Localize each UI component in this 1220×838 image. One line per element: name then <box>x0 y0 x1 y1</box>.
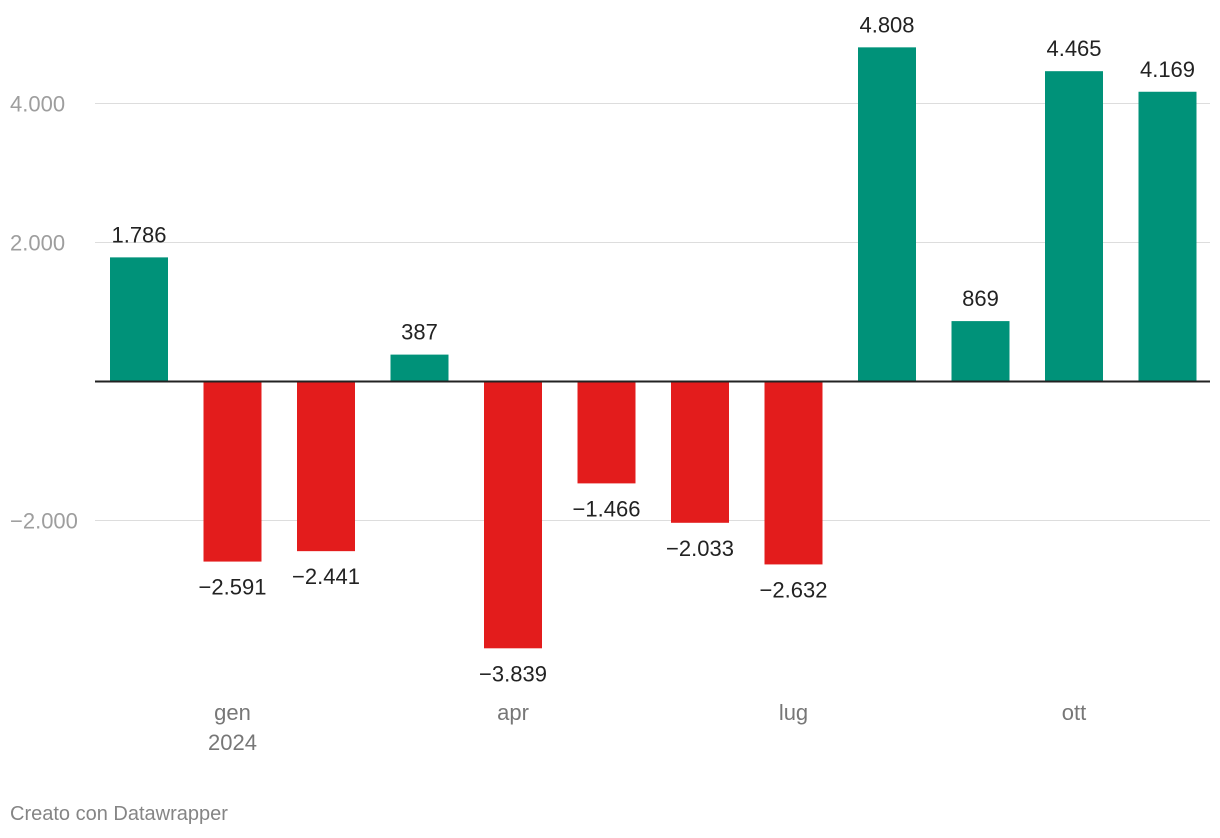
data-label: 1.786 <box>111 222 166 247</box>
x-tick-label: gen <box>214 700 251 725</box>
bar-9 <box>858 47 916 382</box>
data-label: 4.808 <box>859 12 914 37</box>
data-label: −2.632 <box>760 577 828 602</box>
bar-6 <box>577 381 636 484</box>
bar-1 <box>110 257 168 382</box>
data-label: −2.441 <box>292 564 360 589</box>
bar-11 <box>1045 71 1103 382</box>
bar-10 <box>951 321 1010 382</box>
bar-2 <box>203 381 262 562</box>
data-label: −3.839 <box>479 661 547 686</box>
bar-5 <box>484 381 542 649</box>
bar-3 <box>297 381 355 552</box>
data-label: 4.465 <box>1046 36 1101 61</box>
data-label: −2.033 <box>666 536 734 561</box>
bar-8 <box>764 381 823 565</box>
y-tick-label: −2.000 <box>10 509 78 534</box>
y-tick-label: 4.000 <box>10 92 65 117</box>
data-label: −1.466 <box>573 496 641 521</box>
x-tick-label: ott <box>1062 700 1086 725</box>
y-tick-label: 2.000 <box>10 231 65 256</box>
data-label: 869 <box>962 286 999 311</box>
bar-7 <box>671 381 729 523</box>
x-tick-label: lug <box>779 700 808 725</box>
footer-credit: Creato con Datawrapper <box>10 803 228 825</box>
bar-4 <box>390 354 449 382</box>
data-label: 4.169 <box>1140 57 1195 82</box>
data-label: 387 <box>401 320 438 345</box>
x-tick-label: apr <box>497 700 529 725</box>
x-tick-label: 2024 <box>208 730 257 755</box>
bar-12 <box>1138 91 1197 382</box>
data-label: −2.591 <box>199 575 267 600</box>
